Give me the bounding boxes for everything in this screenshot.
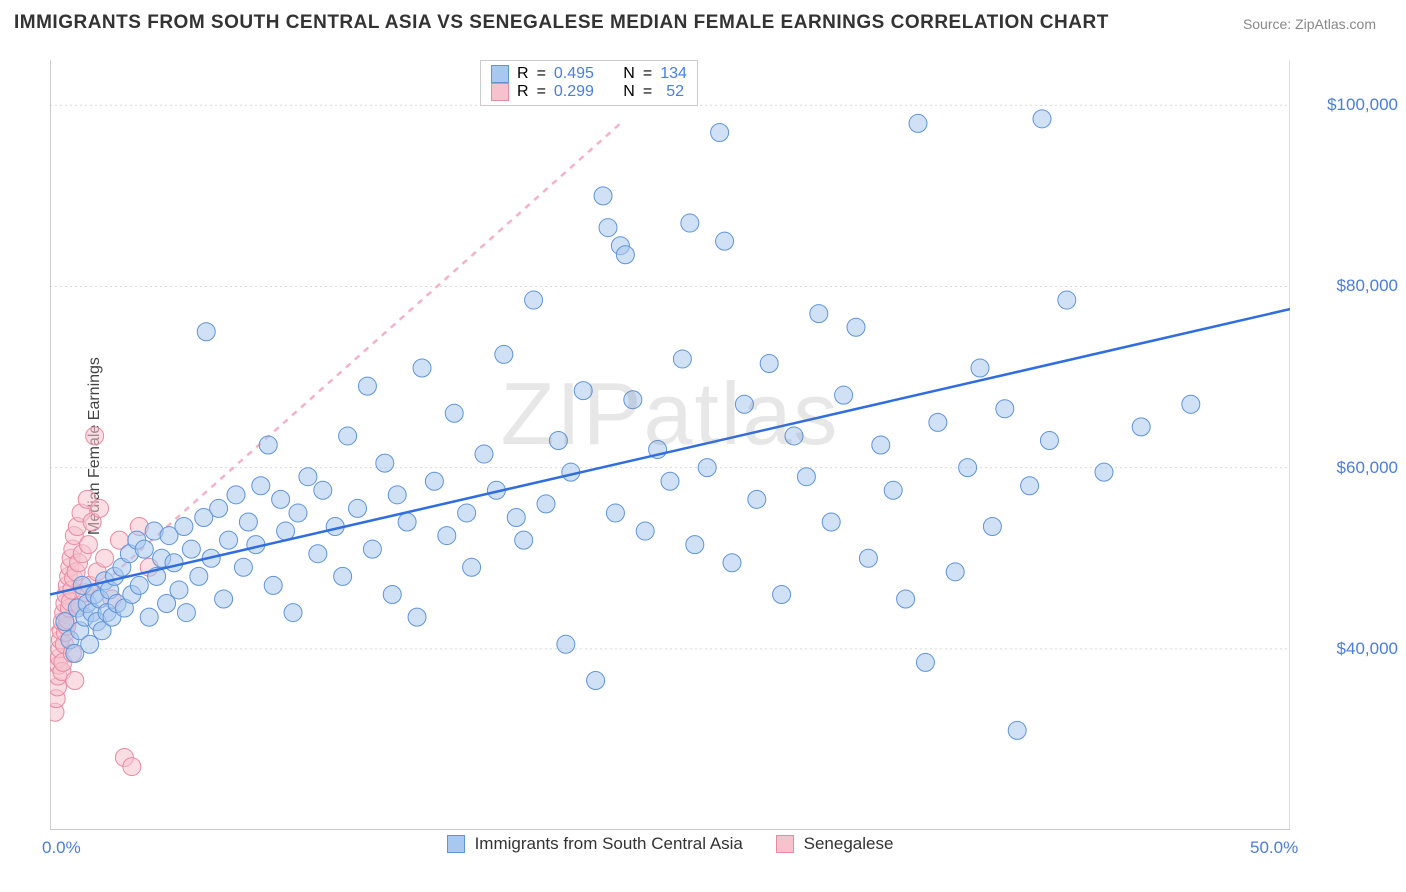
legend-row-series-a: R = 0.495 N = 134 <box>491 65 687 83</box>
y-tick-label: $60,000 <box>1337 458 1398 478</box>
legend-R-value-a: 0.495 <box>554 65 594 83</box>
legend-swatch-b <box>491 83 509 101</box>
y-tick-label: $80,000 <box>1337 276 1398 296</box>
x-tick-label: 50.0% <box>1250 838 1298 858</box>
legend-R-value-b: 0.299 <box>554 83 594 101</box>
series-legend: Immigrants from South Central Asia Seneg… <box>50 834 1290 858</box>
chart-title: IMMIGRANTS FROM SOUTH CENTRAL ASIA VS SE… <box>14 12 1109 34</box>
y-tick-label: $100,000 <box>1327 95 1398 115</box>
legend-label-b: Senegalese <box>804 834 894 854</box>
y-tick-label: $40,000 <box>1337 639 1398 659</box>
legend-swatch-a <box>491 65 509 83</box>
legend-item-a: Immigrants from South Central Asia <box>447 834 743 854</box>
legend-row-series-b: R = 0.299 N = 52 <box>491 83 687 101</box>
legend-swatch-a-icon <box>447 835 465 853</box>
source-link[interactable]: ZipAtlas.com <box>1295 16 1376 32</box>
chart-container: IMMIGRANTS FROM SOUTH CENTRAL ASIA VS SE… <box>0 0 1406 892</box>
legend-N-value-a: 134 <box>660 65 687 83</box>
correlation-legend: R = 0.495 N = 134 R = 0.299 N = 52 <box>480 60 698 106</box>
source-label: Source: <box>1243 16 1295 32</box>
legend-N-label: N <box>623 65 635 83</box>
legend-label-a: Immigrants from South Central Asia <box>475 834 743 854</box>
scatter-plot-svg <box>50 60 1290 830</box>
source-attribution: Source: ZipAtlas.com <box>1243 16 1376 32</box>
x-tick-label: 0.0% <box>42 838 81 858</box>
legend-swatch-b-icon <box>776 835 794 853</box>
legend-N-value-b: 52 <box>660 83 684 101</box>
legend-R-label: R <box>517 65 529 83</box>
plot-area: ZIPatlas R = 0.495 N = 134 R = 0.299 N <box>50 60 1290 830</box>
legend-item-b: Senegalese <box>776 834 894 854</box>
